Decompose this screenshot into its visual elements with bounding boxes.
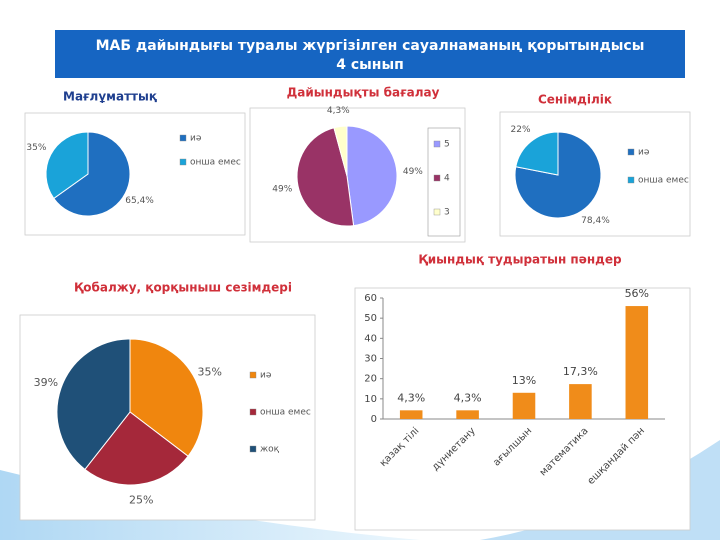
legend-label: иә [190,134,202,144]
value-label: 4,3% [327,106,350,116]
value-label: 49% [403,167,423,177]
chart-title: Сенімділік [538,93,612,107]
legend-label: 4 [444,174,450,184]
value-label: 22% [511,125,531,135]
value-label: 56% [625,287,649,300]
y-tick-label: 40 [364,333,377,344]
pie-slice [53,131,131,217]
legend-swatch [249,445,257,453]
legend-label: иә [260,371,272,381]
value-label: 17,3% [563,365,598,378]
legend-swatch [249,371,257,379]
value-label: 4,3% [454,391,482,404]
chart-title: Дайындықты бағалау [287,86,440,100]
pie-slice [296,127,355,227]
legend-swatch [249,408,257,416]
legend-label: жоқ [260,445,280,455]
bar [569,384,592,419]
y-tick-label: 60 [364,293,377,304]
header-box [55,30,685,78]
y-tick-label: 20 [364,374,377,385]
legend-swatch [433,174,441,182]
header-title: 4 сынып [336,57,404,73]
legend-swatch [433,208,441,216]
legend-label: онша емес [190,158,241,168]
pie-slice [346,125,398,227]
chart-title: Мағлұматтық [63,90,157,104]
legend-swatch [433,140,441,148]
chart-title: Қобалжу, қорқыныш сезімдері [74,281,292,295]
legend-label: онша емес [260,408,311,418]
y-tick-label: 10 [364,394,377,405]
pie-slice [333,125,348,177]
bar [625,306,649,419]
value-label: 25% [129,493,153,506]
legend-swatch [179,158,187,166]
bar [399,410,423,419]
legend-label: онша емес [638,176,689,186]
legend-box [427,127,461,237]
value-label: 35% [198,365,222,378]
value-label: 35% [26,143,46,153]
header-title: МАБ дайындығы туралы жүргізілген сауална… [96,38,645,54]
pie-slice [56,338,131,471]
pie-slice [515,131,559,176]
y-tick-label: 0 [371,414,377,425]
y-tick-label: 50 [364,313,377,324]
decor [0,470,420,540]
legend-swatch [179,134,187,142]
value-label: 49% [272,184,292,194]
value-label: 78,4% [581,216,610,226]
chart-title: Қиындық тудыратын пәндер [418,253,622,267]
pie-slice [45,131,89,200]
bar [512,392,536,419]
value-label: 39% [34,376,58,389]
pie-slice [129,338,204,457]
legend-swatch [627,148,635,156]
legend-label: 3 [444,208,450,218]
value-label: 13% [512,374,536,387]
legend-label: 5 [444,140,450,150]
value-label: 65,4% [125,196,154,206]
pie-slice [84,411,189,486]
legend-swatch [627,176,635,184]
y-tick-label: 30 [364,354,377,365]
bar [456,410,479,419]
value-label: 4,3% [397,391,425,404]
legend-label: иә [638,148,650,158]
